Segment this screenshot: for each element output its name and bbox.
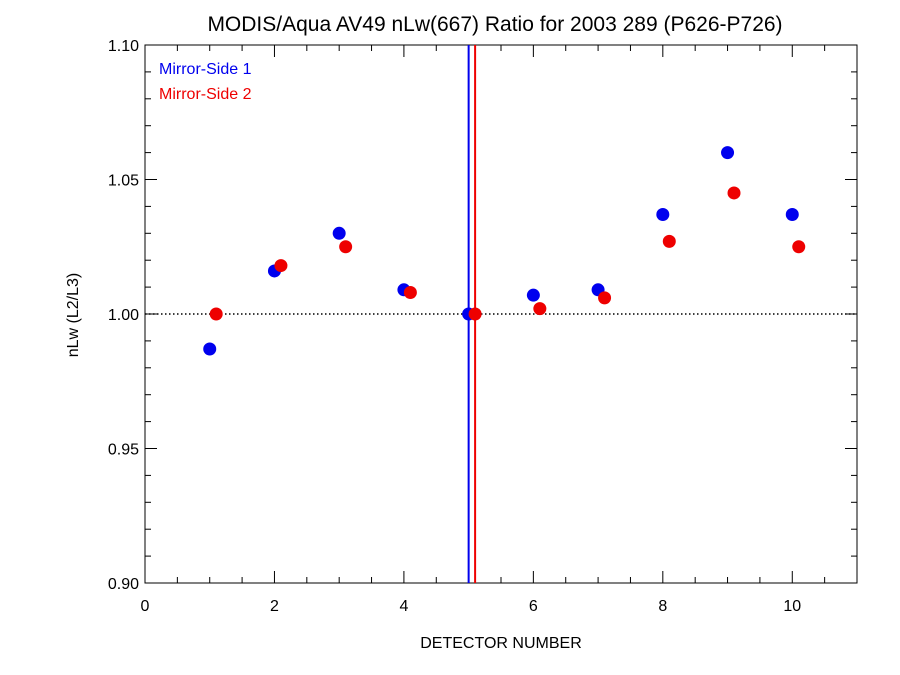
data-points bbox=[203, 146, 806, 356]
data-point-series-2 bbox=[727, 186, 741, 200]
y-tick-label: 0.90 bbox=[108, 576, 139, 593]
x-tick-label: 4 bbox=[399, 598, 408, 615]
reference-lines bbox=[145, 45, 857, 583]
legend-item-series-1: Mirror-Side 1 bbox=[159, 61, 252, 78]
x-tick-label: 8 bbox=[658, 598, 667, 615]
legend-item-series-2: Mirror-Side 2 bbox=[159, 86, 252, 103]
y-tick-label: 1.05 bbox=[108, 173, 139, 190]
data-point-series-1 bbox=[526, 288, 540, 302]
data-point-series-2 bbox=[598, 291, 612, 305]
y-tick-label: 0.95 bbox=[108, 442, 139, 459]
y-tick-label: 1.10 bbox=[108, 38, 139, 55]
data-point-series-1 bbox=[332, 226, 346, 240]
x-axis-label: DETECTOR NUMBER bbox=[420, 635, 582, 652]
data-point-series-1 bbox=[203, 342, 217, 356]
data-point-series-2 bbox=[533, 302, 547, 316]
data-point-series-2 bbox=[339, 240, 353, 254]
data-point-series-1 bbox=[721, 146, 735, 160]
data-point-series-2 bbox=[274, 259, 288, 273]
data-point-series-2 bbox=[468, 307, 482, 321]
chart-title: MODIS/Aqua AV49 nLw(667) Ratio for 2003 … bbox=[207, 13, 782, 36]
data-point-series-2 bbox=[209, 307, 223, 321]
data-point-series-2 bbox=[792, 240, 806, 254]
data-point-series-1 bbox=[656, 207, 670, 221]
axis-ticks: 0 2 4 6 8 10 0.90 0.95 1.00 1.05 1.10 bbox=[108, 38, 858, 615]
x-tick-label: 0 bbox=[141, 598, 150, 615]
x-tick-label: 6 bbox=[529, 598, 538, 615]
x-tick-label: 10 bbox=[783, 598, 801, 615]
x-tick-label: 2 bbox=[270, 598, 279, 615]
y-tick-label: 1.00 bbox=[108, 307, 139, 324]
data-point-series-2 bbox=[662, 234, 676, 248]
y-axis-label: nLw (L2/L3) bbox=[65, 273, 82, 358]
data-point-series-2 bbox=[403, 285, 417, 299]
data-point-series-1 bbox=[785, 207, 799, 221]
legend: Mirror-Side 1 Mirror-Side 2 bbox=[159, 61, 252, 103]
